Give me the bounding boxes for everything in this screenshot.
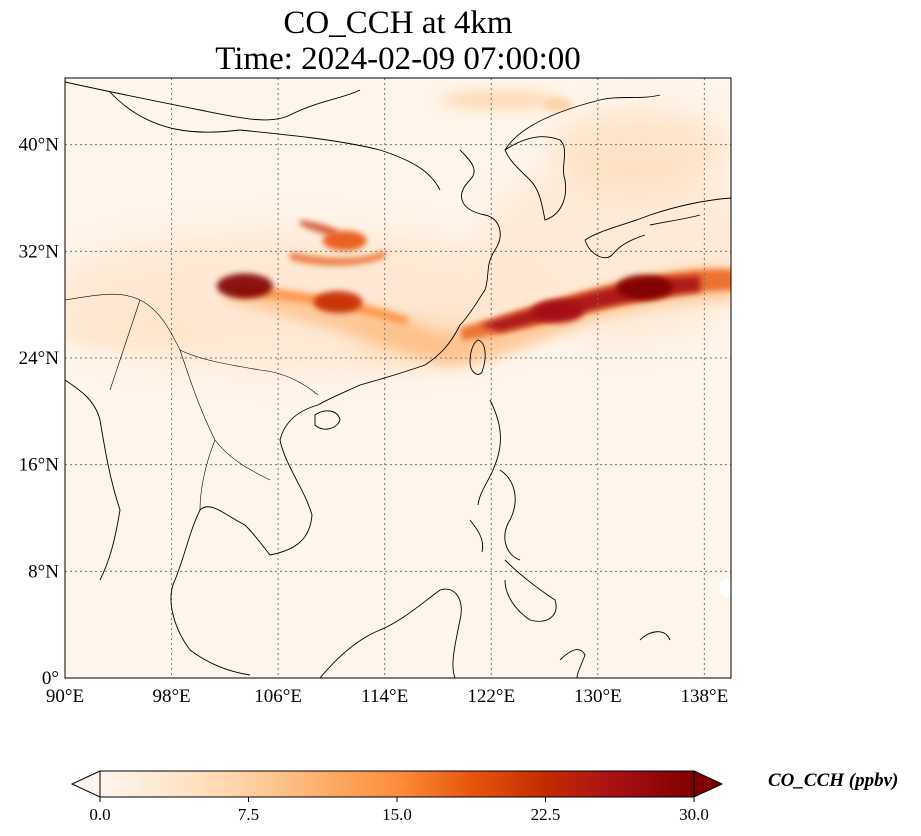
lat-tick-label: 16°N (19, 455, 60, 476)
colorbar-tick-label: 7.5 (238, 805, 259, 824)
lon-tick-label: 130°E (574, 686, 622, 707)
colorbar-tick-label: 0.0 (89, 805, 110, 824)
colorbar-min-extend (70, 770, 101, 798)
colorbar-ticks: 0.0 7.5 15.0 22.5 30.0 (89, 797, 709, 824)
lat-tick-label: 32°N (19, 241, 60, 262)
colorbar-max-extend (693, 770, 724, 798)
lat-tick-label: 0° (42, 668, 59, 689)
lat-tick-label: 40°N (19, 135, 60, 156)
map-title: CO_CCH at 4km (283, 5, 513, 41)
plume-sichuan (216, 273, 273, 299)
lon-tick-label: 138°E (681, 686, 729, 707)
lon-tick-label: 90°E (46, 686, 84, 707)
lat-tick-label: 24°N (19, 348, 60, 369)
colorbar-tick-label: 30.0 (679, 805, 709, 824)
map-frame (64, 77, 732, 679)
longitude-ticks: 90°E 98°E 106°E 114°E 122°E 130°E 138°E (46, 686, 728, 707)
plume-hotspots (216, 97, 673, 323)
colorbar-gradient (100, 771, 694, 797)
plume-south-japan (616, 274, 673, 300)
colorbar-tick-label: 15.0 (382, 805, 412, 824)
gridlines (65, 78, 731, 678)
latitude-ticks: 0° 8°N 16°N 24°N 32°N 40°N (19, 135, 60, 689)
colorbar: 0.0 7.5 15.0 22.5 30.0 (70, 770, 724, 824)
plume-central-china (322, 230, 367, 251)
map-timestamp: Time: 2024-02-09 07:00:00 (215, 41, 581, 77)
map-area (65, 78, 731, 678)
lon-tick-label: 98°E (152, 686, 190, 707)
missing-data-patch (720, 578, 731, 598)
colorbar-title: CO_CCH (ppbv) (768, 770, 899, 791)
lat-tick-label: 8°N (28, 561, 59, 582)
plume-yangtze (313, 291, 363, 313)
plume-east-sea (532, 299, 584, 323)
lon-tick-label: 106°E (254, 686, 302, 707)
colorbar-tick-label: 22.5 (531, 805, 561, 824)
coastlines (65, 81, 731, 678)
lon-tick-label: 114°E (361, 686, 408, 707)
lon-tick-label: 122°E (467, 686, 515, 707)
plume-north-pacific (543, 97, 573, 112)
